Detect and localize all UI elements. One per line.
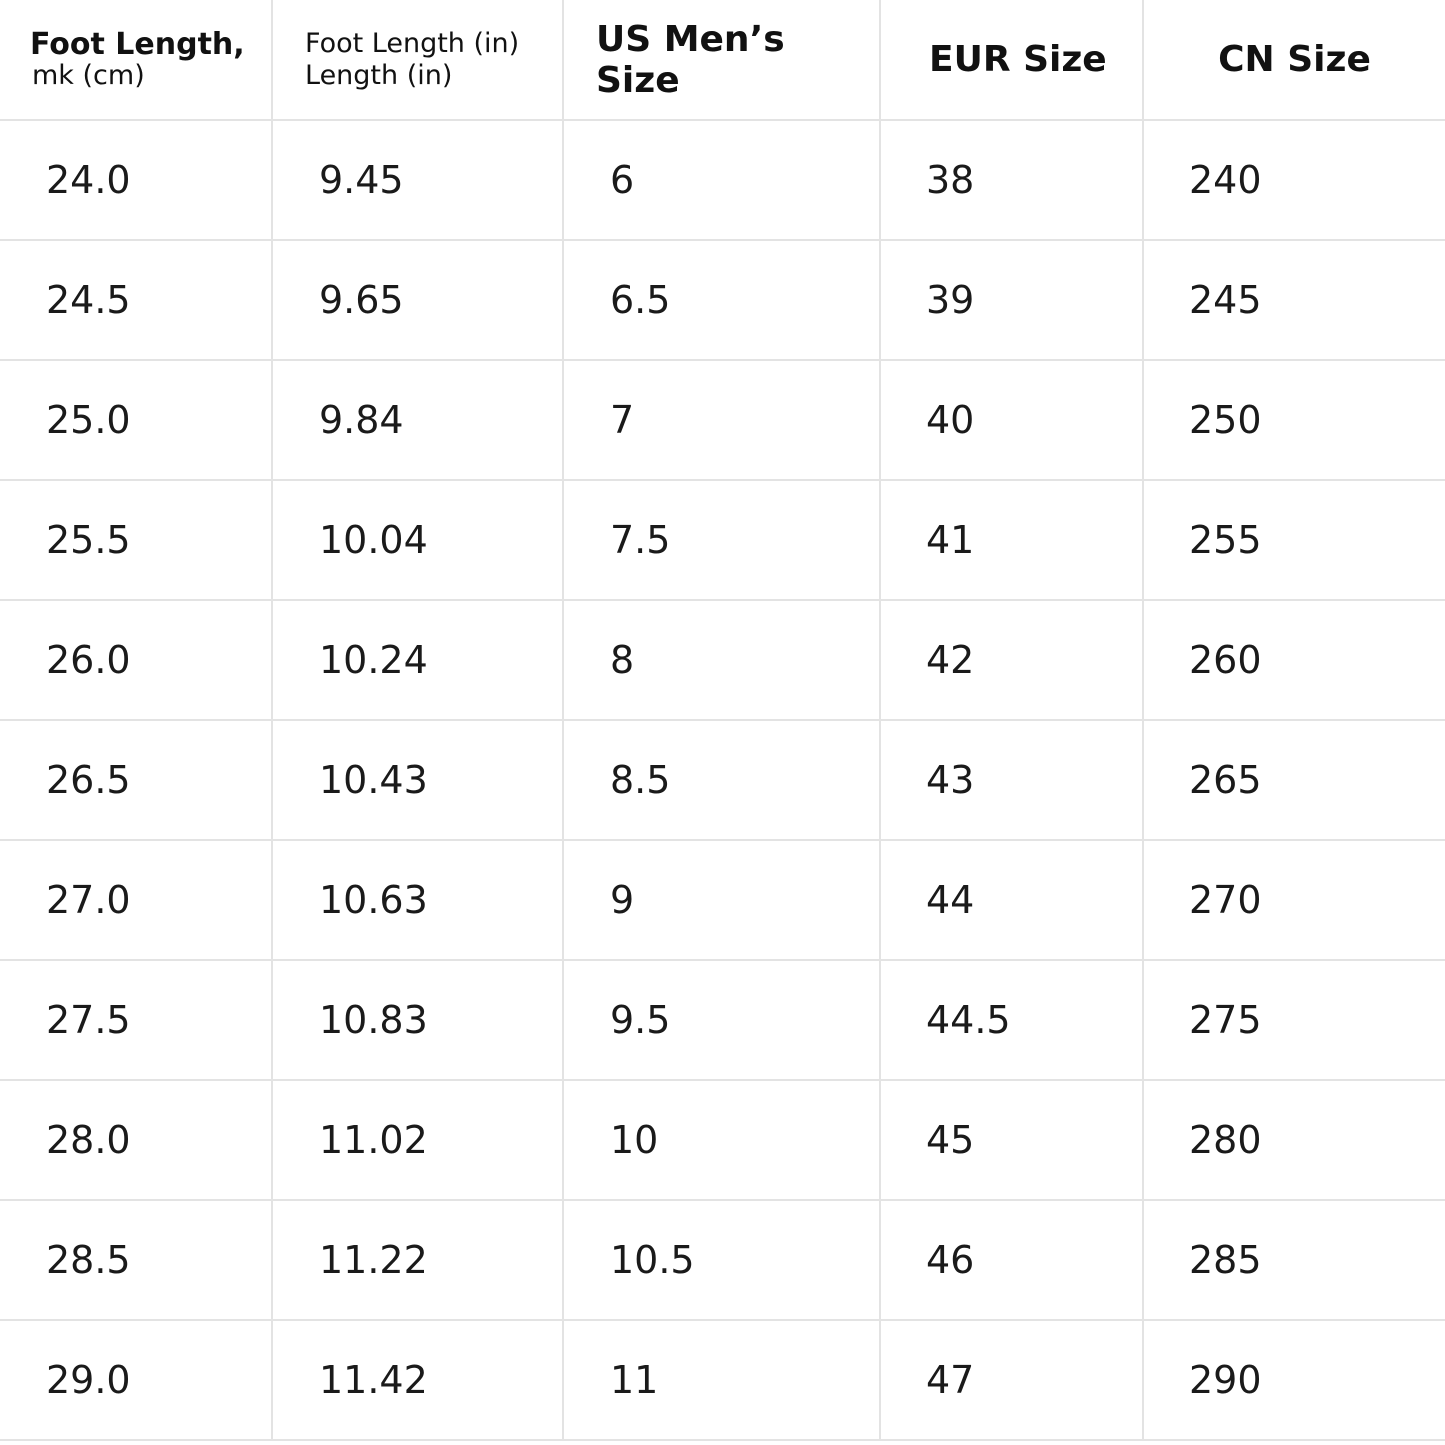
cell-us-mens-size: 6.5 (563, 240, 881, 361)
cell-cn-size: 280 (1143, 1080, 1445, 1201)
cell-us-mens-size: 6 (563, 120, 881, 241)
cell-us-mens-size: 10 (563, 1080, 881, 1201)
cell-eur-size: 47 (880, 1320, 1144, 1441)
cell-foot-length-in: 11.42 (272, 1320, 564, 1441)
cell-foot-length-cm: 25.5 (0, 480, 273, 601)
cell-us-mens-size: 8.5 (563, 720, 881, 841)
cell-us-mens-size: 7.5 (563, 480, 881, 601)
cell-us-mens-size: 9.5 (563, 960, 881, 1081)
cell-eur-size: 41 (880, 480, 1144, 601)
cell-eur-size: 43 (880, 720, 1144, 841)
cell-foot-length-in: 10.83 (272, 960, 564, 1081)
cell-eur-size: 40 (880, 360, 1144, 481)
cell-cn-size: 250 (1143, 360, 1445, 481)
cell-cn-size: 260 (1143, 600, 1445, 721)
cell-cn-size: 240 (1143, 120, 1445, 241)
cell-us-mens-size: 8 (563, 600, 881, 721)
cell-foot-length-in: 9.45 (272, 120, 564, 241)
cell-eur-size: 45 (880, 1080, 1144, 1201)
header-foot-length-cm-main: Foot Length, (30, 26, 245, 62)
cell-foot-length-in: 9.65 (272, 240, 564, 361)
cell-foot-length-cm: 26.0 (0, 600, 273, 721)
cell-foot-length-in: 10.24 (272, 600, 564, 721)
cell-eur-size: 44.5 (880, 960, 1144, 1081)
header-foot-length-cm: Foot Length, mk (cm) (0, 0, 273, 121)
cell-foot-length-cm: 28.5 (0, 1200, 273, 1321)
cell-foot-length-in: 11.02 (272, 1080, 564, 1201)
cell-eur-size: 39 (880, 240, 1144, 361)
table-row: 28.0 11.02 10 45 280 (0, 1080, 1445, 1201)
table-row: 27.5 10.83 9.5 44.5 275 (0, 960, 1445, 1081)
cell-cn-size: 285 (1143, 1200, 1445, 1321)
cell-cn-size: 245 (1143, 240, 1445, 361)
cell-cn-size: 275 (1143, 960, 1445, 1081)
cell-foot-length-in: 10.63 (272, 840, 564, 961)
table-row: 24.0 9.45 6 38 240 (0, 120, 1445, 241)
cell-eur-size: 46 (880, 1200, 1144, 1321)
cell-foot-length-cm: 24.5 (0, 240, 273, 361)
cell-foot-length-cm: 27.5 (0, 960, 273, 1081)
cell-eur-size: 42 (880, 600, 1144, 721)
table-row: 26.0 10.24 8 42 260 (0, 600, 1445, 721)
cell-us-mens-size: 10.5 (563, 1200, 881, 1321)
cell-eur-size: 44 (880, 840, 1144, 961)
table-row: 27.0 10.63 9 44 270 (0, 840, 1445, 961)
cell-cn-size: 255 (1143, 480, 1445, 601)
header-foot-length-in: Foot Length (in) Length (in) (272, 0, 564, 121)
cell-us-mens-size: 11 (563, 1320, 881, 1441)
table-row: 25.0 9.84 7 40 250 (0, 360, 1445, 481)
header-cn-size: CN Size (1143, 0, 1445, 121)
cell-foot-length-in: 9.84 (272, 360, 564, 481)
cell-cn-size: 265 (1143, 720, 1445, 841)
header-foot-length-in-line2: Length (in) (305, 59, 453, 91)
cell-us-mens-size: 7 (563, 360, 881, 481)
cell-eur-size: 38 (880, 120, 1144, 241)
cell-foot-length-in: 10.04 (272, 480, 564, 601)
cell-foot-length-cm: 25.0 (0, 360, 273, 481)
header-us-mens-size: US Men’s Size (563, 0, 881, 121)
table-row: 24.5 9.65 6.5 39 245 (0, 240, 1445, 361)
table-body: 24.0 9.45 6 38 240 24.5 9.65 6.5 39 245 25.0 9.84 7 4… (0, 120, 1445, 1441)
header-row: Foot Length, mk (cm) Foot Length (in) Le… (0, 0, 1445, 121)
header-foot-length-in-line1: Foot Length (in) (305, 27, 520, 59)
cell-foot-length-in: 11.22 (272, 1200, 564, 1321)
cell-foot-length-cm: 26.5 (0, 720, 273, 841)
table-row: 28.5 11.22 10.5 46 285 (0, 1200, 1445, 1321)
table-header: Foot Length, mk (cm) Foot Length (in) Le… (0, 0, 1445, 121)
table-row: 25.5 10.04 7.5 41 255 (0, 480, 1445, 601)
cell-foot-length-in: 10.43 (272, 720, 564, 841)
table-row: 29.0 11.42 11 47 290 (0, 1320, 1445, 1441)
header-foot-length-cm-sub: mk (cm) (32, 59, 145, 91)
cell-foot-length-cm: 29.0 (0, 1320, 273, 1441)
cell-foot-length-cm: 27.0 (0, 840, 273, 961)
cell-us-mens-size: 9 (563, 840, 881, 961)
table-row: 26.5 10.43 8.5 43 265 (0, 720, 1445, 841)
cell-foot-length-cm: 28.0 (0, 1080, 273, 1201)
header-eur-size: EUR Size (880, 0, 1144, 121)
cell-cn-size: 270 (1143, 840, 1445, 961)
cell-foot-length-cm: 24.0 (0, 120, 273, 241)
cell-cn-size: 290 (1143, 1320, 1445, 1441)
